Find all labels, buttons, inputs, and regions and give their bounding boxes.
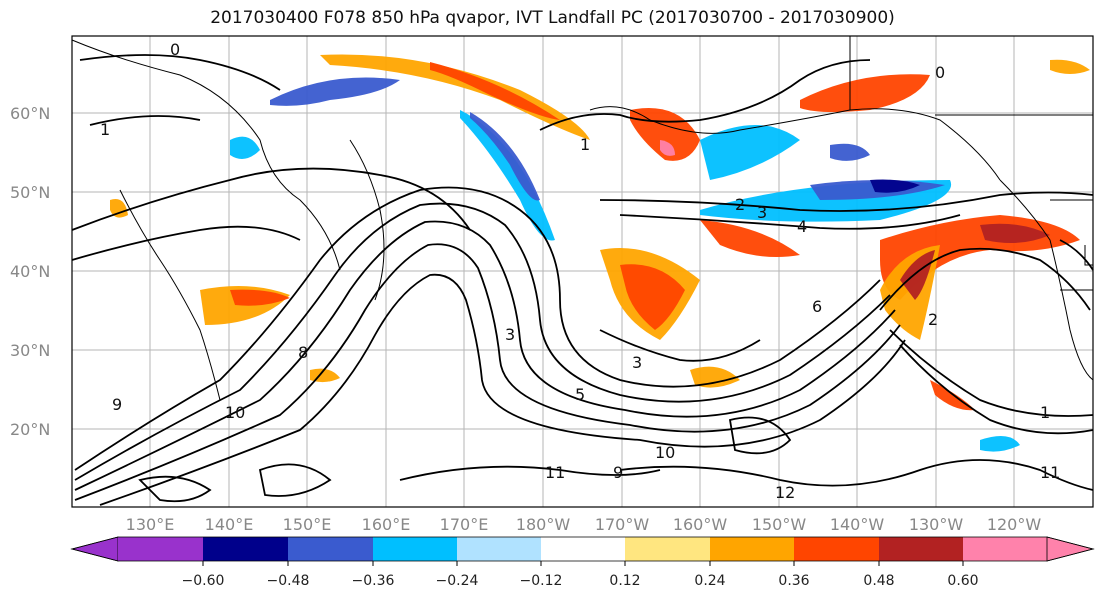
negative-anomaly-region (700, 125, 800, 180)
contour-label: 2 (928, 310, 938, 329)
contour-label: 11 (1040, 463, 1060, 482)
contour-label: 10 (655, 443, 675, 462)
contour-label: 0 (935, 63, 945, 82)
lon-label-130e: 130°E (125, 515, 175, 534)
contour-label: 8 (298, 343, 308, 362)
positive-anomaly-region (700, 220, 800, 258)
negative-anomaly-region (460, 110, 555, 241)
lat-label-40n: 40°N (10, 262, 51, 281)
lon-label-160e: 160°E (361, 515, 411, 534)
map-frame (71, 35, 1094, 508)
negative-anomaly-region (470, 112, 540, 201)
lon-label-140e: 140°E (204, 515, 254, 534)
negative-anomaly-region (830, 143, 870, 161)
lon-label-170e: 170°E (439, 515, 489, 534)
colorbar-tick-label: −0.36 (351, 573, 395, 589)
positive-anomaly-region (900, 250, 935, 300)
lon-label-150e: 150°E (282, 515, 332, 534)
lon-label-140w: 140°W (829, 515, 885, 534)
contour-label: 1 (1040, 403, 1050, 422)
lon-label-180w: 180°W (515, 515, 571, 534)
positive-anomaly-region (620, 264, 685, 330)
contour-label: 12 (775, 483, 795, 502)
contour-label: 3 (505, 325, 515, 344)
colorbar-tick-label: 0.60 (947, 573, 979, 589)
contour-label: 6 (812, 297, 822, 316)
map-title: 2017030400 F078 850 hPa qvapor, IVT Land… (210, 8, 895, 28)
lat-label-60n: 60°N (10, 104, 51, 123)
lat-label-30n: 30°N (10, 341, 51, 360)
contour-label: 4 (797, 217, 807, 236)
lon-label-170w: 170°W (594, 515, 650, 534)
contour-label: 2 (735, 195, 745, 214)
colorbar-tick-label: −0.48 (266, 573, 310, 589)
contour-label: 3 (632, 353, 642, 372)
positive-anomaly-region (690, 366, 740, 388)
colorbar-tick-label: −0.60 (181, 573, 225, 589)
colorbar-tick-label: 0.36 (778, 573, 810, 589)
positive-anomaly-region (430, 62, 560, 120)
contour-label: 10 (225, 403, 245, 422)
negative-anomaly-region (870, 179, 920, 193)
contour-label: 0 (170, 40, 180, 59)
lon-label-130w: 130°W (908, 515, 964, 534)
coastlines (71, 36, 1094, 401)
colorbar-tick-label: −0.24 (435, 573, 479, 589)
contour-label: 3 (757, 203, 767, 222)
contour-label: 5 (575, 385, 585, 404)
contour-label: 1 (100, 120, 110, 139)
contour-label-group: 0 1 1 2 3 4 3 3 5 6 8 9 10 11 9 10 12 11… (100, 40, 1060, 502)
lat-label-50n: 50°N (10, 183, 51, 202)
contour-label: 11 (545, 463, 565, 482)
positive-anomaly-region (230, 289, 290, 306)
positive-anomaly-region (980, 223, 1050, 244)
colorbar-tick-label: −0.12 (519, 573, 563, 589)
colorbar-tick-label: 0.24 (694, 573, 726, 589)
colorbar-tick-label: 0.12 (609, 573, 641, 589)
contour-label: 9 (613, 463, 623, 482)
negative-anomaly-region (270, 77, 400, 106)
positive-anomaly-region (800, 74, 930, 113)
contour-lines (71, 54, 1094, 506)
negative-anomaly-region (980, 436, 1020, 452)
lon-label-160w: 160°W (672, 515, 728, 534)
positive-anomaly-region (110, 199, 128, 218)
positive-anomaly-region (1050, 59, 1090, 74)
contour-label: 9 (112, 395, 122, 414)
negative-anomaly-region (230, 136, 260, 159)
lon-label-150w: 150°W (751, 515, 807, 534)
lon-label-120w: 120°W (986, 515, 1042, 534)
lat-label-20n: 20°N (10, 420, 51, 439)
contour-label: 1 (580, 135, 590, 154)
colorbar-tick-label: 0.48 (863, 573, 895, 589)
positive-anomaly-region (660, 140, 675, 156)
